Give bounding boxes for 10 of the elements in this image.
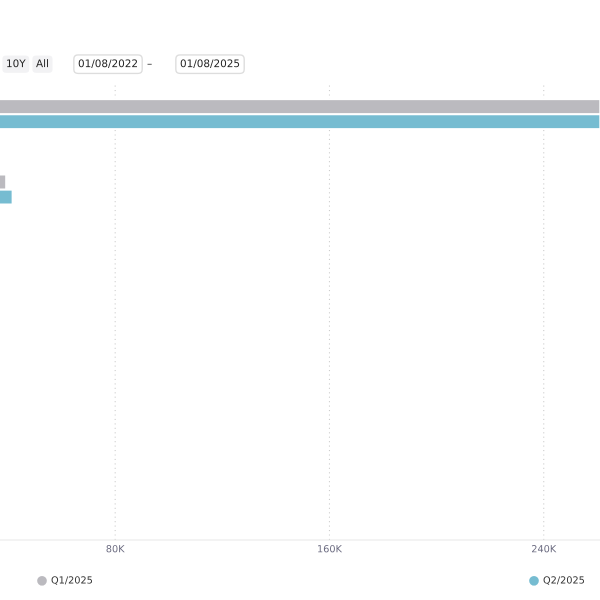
x-tick-label: 80K	[106, 545, 125, 552]
legend-label: Q1/2025	[52, 576, 92, 585]
text: 10Y	[7, 59, 26, 68]
x-tick-label: 240K	[532, 545, 556, 552]
text: All	[36, 59, 48, 68]
text: 01/08/2022	[78, 59, 137, 68]
x-tick-label: 160K	[318, 545, 342, 552]
legend-label: Q2/2025	[544, 576, 584, 585]
text: 01/08/2025	[180, 59, 240, 68]
text: –	[148, 64, 152, 65]
